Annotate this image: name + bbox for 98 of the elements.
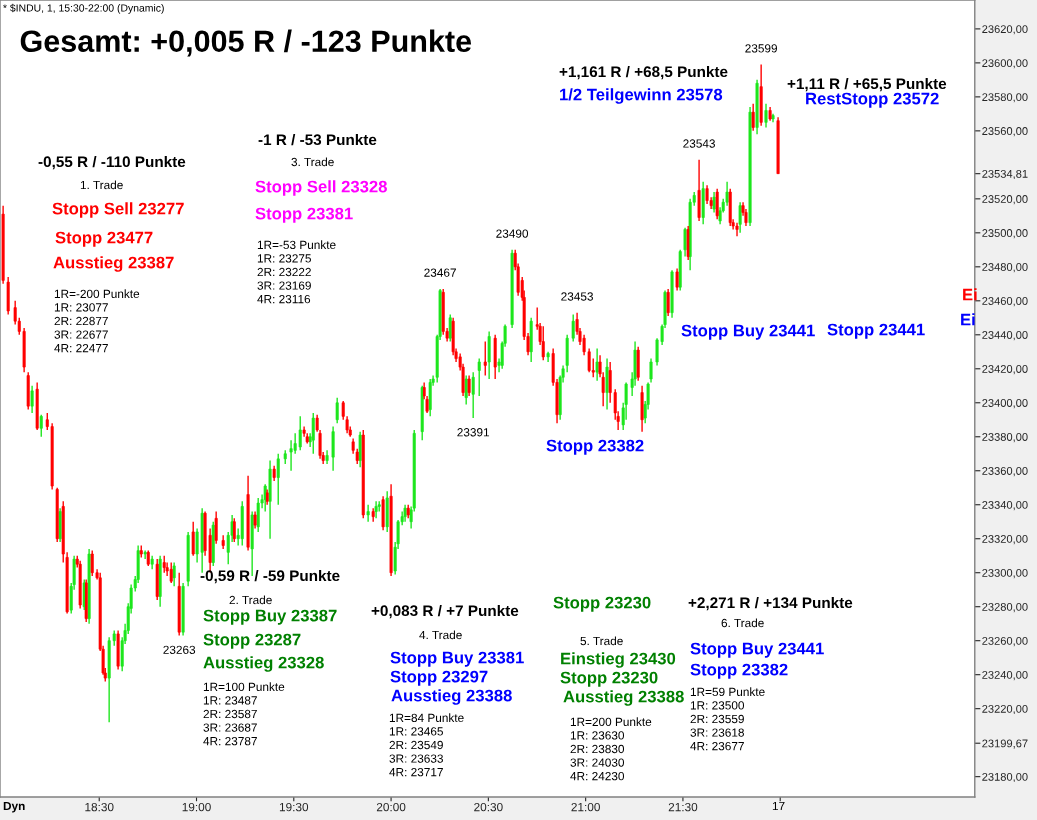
annotation: Ausstieg 23387 (53, 256, 174, 272)
y-tick-label: 23360,00 (982, 467, 1028, 477)
annotation: 23263 (163, 645, 196, 654)
y-tick-label: 23400,00 (982, 399, 1028, 409)
y-tick-label: 23280,00 (982, 602, 1028, 613)
annotation: 1R=-200 Punkte 1R: 23077 2R: 22877 3R: 22677 4R: 22477 (54, 289, 140, 353)
candlestick (240, 500, 244, 547)
annotation: -0,55 R / -110 Punkte (38, 155, 186, 170)
x-tick-label: 19:30 (279, 802, 309, 812)
y-tick-label: 23320,00 (982, 534, 1028, 545)
text: Dyn (3, 801, 25, 813)
annotation: Stopp Sell 23328 (255, 180, 387, 196)
annotation: Stopp 23297 (390, 670, 488, 686)
chart-subtitle: * $INDU, 1, 15:30-22:00 (Dynamic) (3, 3, 164, 14)
y-tick-label: 23380,00 (982, 433, 1028, 443)
annotation: 1/2 Teilgewinn 23578 (560, 88, 723, 104)
x-tick-label: 21:30 (668, 802, 698, 812)
annotation: -0,59 R / -59 Punkte (200, 569, 340, 584)
annotation: Stopp 23381 (255, 207, 353, 223)
annotation: Ei (963, 288, 977, 301)
annotation: 6. Trade (721, 618, 764, 628)
annotation: +1,161 R / +68,5 Punkte (559, 65, 728, 80)
y-tick-label: 23180,00 (982, 772, 1028, 783)
y-tick-label: 23600,00 (982, 59, 1028, 69)
annotation: 4. Trade (419, 630, 462, 640)
candlestick (155, 558, 159, 601)
annotation: Stopp 23477 (55, 231, 153, 247)
y-tick-label: 23620,00 (982, 25, 1028, 35)
annotation: Ausstieg 23388 (563, 690, 684, 706)
annotation: Stopp Sell 23277 (52, 202, 184, 218)
candlestick (177, 572, 181, 637)
candlestick (311, 412, 315, 455)
annotation: 1R=200 Punkte 1R: 23630 2R: 23830 3R: 24030 4R: 24230 (570, 717, 652, 781)
annotation: Einstieg 23430 (561, 652, 676, 668)
annotation: Stopp Buy 23441 (681, 324, 815, 340)
annotation: 3. Trade (291, 157, 334, 167)
annotation: 1R=59 Punkte 1R: 23500 2R: 23559 3R: 23618 4R: 23677 (690, 687, 765, 751)
candlestick (477, 357, 481, 397)
y-tick-label: 23199,67 (982, 739, 1028, 749)
annotation: Stopp 23382 (546, 439, 644, 455)
annotation: 1R=100 Punkte 1R: 23487 2R: 23587 3R: 23687 4R: 23787 (203, 682, 285, 746)
text: Gesamt: +0,005 R / -123 Punkte (20, 29, 472, 57)
annotation: Ausstieg 23328 (203, 656, 324, 672)
annotation: 23453 (561, 292, 593, 301)
annotation: 23391 (457, 428, 490, 437)
annotation: +1,11 R / +65,5 Punkte (787, 77, 947, 92)
y-tick-label: 23534,81 (982, 169, 1028, 180)
y-tick-label: 23580,00 (982, 93, 1028, 103)
annotation: Stopp Buy 23387 (203, 609, 337, 625)
candlestick (39, 413, 43, 438)
annotation: Stopp Buy 23441 (690, 642, 824, 658)
annotation: 1R=84 Punkte 1R: 23465 2R: 23549 3R: 23633 4R: 23717 (389, 713, 464, 777)
annotation: 1R=-53 Punkte 1R: 23275 2R: 23222 3R: 23169 4R: 23116 (257, 240, 336, 304)
y-tick-label: 23240,00 (982, 670, 1028, 681)
x-tick-label: 20:30 (474, 802, 503, 812)
annotation: 23467 (424, 268, 456, 277)
annotation: Stopp 23441 (827, 323, 925, 339)
y-tick-label: 23300,00 (982, 568, 1028, 579)
y-tick-label: 23500,00 (982, 229, 1028, 239)
annotation: +2,271 R / +134 Punkte (688, 596, 853, 611)
y-tick-label: 23420,00 (982, 365, 1028, 375)
y-tick-label: 23220,00 (982, 704, 1028, 715)
y-tick-label: 23480,00 (982, 263, 1028, 273)
candlestick (541, 325, 545, 361)
annotation: 1. Trade (80, 180, 123, 190)
y-tick-label: 23460,00 (982, 297, 1028, 307)
annotation: 23543 (683, 139, 715, 148)
text: 17 (772, 801, 785, 811)
x-tick-label: 21:00 (571, 802, 600, 812)
y-tick-label: 23340,00 (982, 501, 1028, 511)
y-tick-label: 23560,00 (982, 127, 1028, 137)
y-tick-label: 23520,00 (982, 195, 1028, 205)
annotation: Stopp 23382 (690, 663, 788, 679)
x-tick-label: 18:30 (85, 802, 114, 812)
annotation: 2. Trade (229, 595, 272, 605)
candlestick (191, 521, 195, 557)
annotation: Stopp 23230 (553, 596, 651, 612)
annotation: 23490 (496, 229, 529, 238)
annotation: 23599 (745, 44, 777, 53)
annotation: Ausstieg 23388 (391, 689, 512, 705)
candlestick (483, 340, 487, 377)
annotation: RestStopp 23572 (806, 92, 939, 108)
annotation: Ei (961, 313, 975, 326)
candlestick (26, 371, 30, 411)
annotation: +0,083 R / +7 Punkte (371, 604, 519, 619)
annotation: -1 R / -53 Punkte (258, 133, 377, 146)
candlestick (169, 561, 173, 584)
annotation: Stopp 23287 (203, 633, 301, 649)
candlestick (55, 487, 59, 543)
x-tick-label: 19:00 (182, 802, 211, 812)
candlestick (728, 187, 732, 227)
candlestick (276, 453, 280, 506)
y-tick-label: 23440,00 (982, 331, 1028, 341)
annotation: Stopp Buy 23381 (390, 651, 524, 667)
y-tick-label: 23260,00 (982, 636, 1028, 647)
x-tick-label: 20:00 (376, 802, 406, 812)
annotation: 5. Trade (580, 636, 623, 646)
annotation: Stopp 23230 (560, 671, 658, 687)
